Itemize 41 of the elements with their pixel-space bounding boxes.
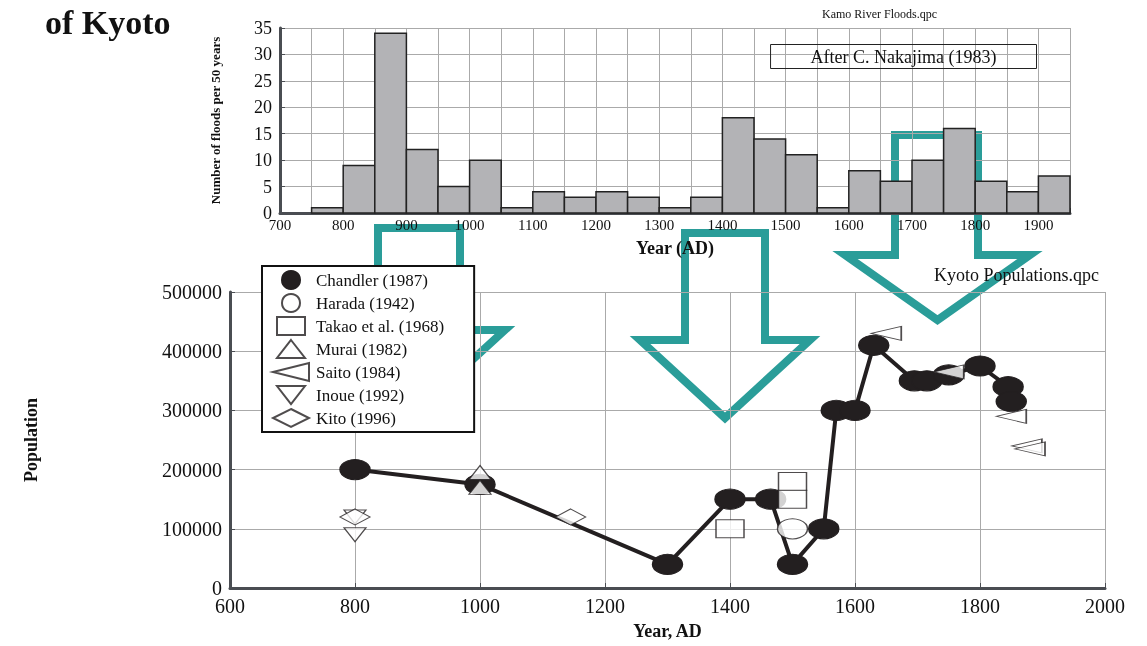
- x-tick-label: 1200: [585, 595, 625, 617]
- x-axis-title: Year, AD: [633, 621, 702, 641]
- x-tick-label: 1600: [835, 595, 875, 617]
- y-tick-label: 10: [254, 150, 272, 171]
- y-axis-title: Population: [21, 397, 41, 483]
- x-tick-label: 1500: [770, 216, 801, 233]
- legend-label: Saito (1984): [316, 362, 401, 382]
- y-tick-label: 100000: [162, 517, 222, 540]
- y-tick-label: 400000: [162, 340, 222, 363]
- legend-label: Takao et al. (1968): [316, 316, 445, 336]
- annotation: After C. Nakajima (1983): [810, 46, 997, 68]
- y-tick-label: 20: [254, 97, 272, 118]
- y-tick-label: 500000: [162, 281, 222, 303]
- x-tick-label: 2000: [1085, 595, 1125, 617]
- y-tick-label: 35: [254, 18, 272, 38]
- x-tick-label: 800: [340, 595, 370, 617]
- legend-label: Inoue (1992): [316, 385, 405, 405]
- x-tick-label: 1800: [960, 595, 1000, 617]
- chart-title: of Kyoto: [45, 3, 171, 41]
- x-tick-label: 1600: [833, 216, 864, 233]
- x-tick-label: 1200: [581, 216, 611, 233]
- x-tick-label: 1400: [710, 595, 750, 617]
- x-tick-label: 1300: [644, 216, 675, 233]
- x-tick-label: 1000: [454, 216, 485, 233]
- y-axis-title: Number of floods per 50 years: [208, 36, 223, 205]
- text: Kamo River Floods.qpc: [822, 7, 938, 21]
- x-tick-label: 1100: [518, 216, 548, 233]
- y-tick-label: 300000: [162, 399, 222, 422]
- x-tick-label: 800: [331, 216, 355, 233]
- x-tick-label: 1400: [707, 216, 738, 233]
- legend-label: Murai (1982): [316, 339, 408, 359]
- y-tick-label: 200000: [162, 458, 222, 481]
- legend-label: Kito (1996): [316, 408, 396, 428]
- x-tick-label: 1900: [1023, 216, 1054, 233]
- x-tick-label: 1000: [460, 595, 500, 617]
- legend-label: Chandler (1987): [316, 270, 428, 290]
- y-tick-label: 5: [263, 176, 272, 197]
- y-tick-label: 25: [254, 70, 272, 91]
- y-tick-label: 30: [254, 44, 272, 65]
- y-tick-label: 15: [254, 123, 272, 144]
- legend-label: Harada (1942): [316, 293, 415, 313]
